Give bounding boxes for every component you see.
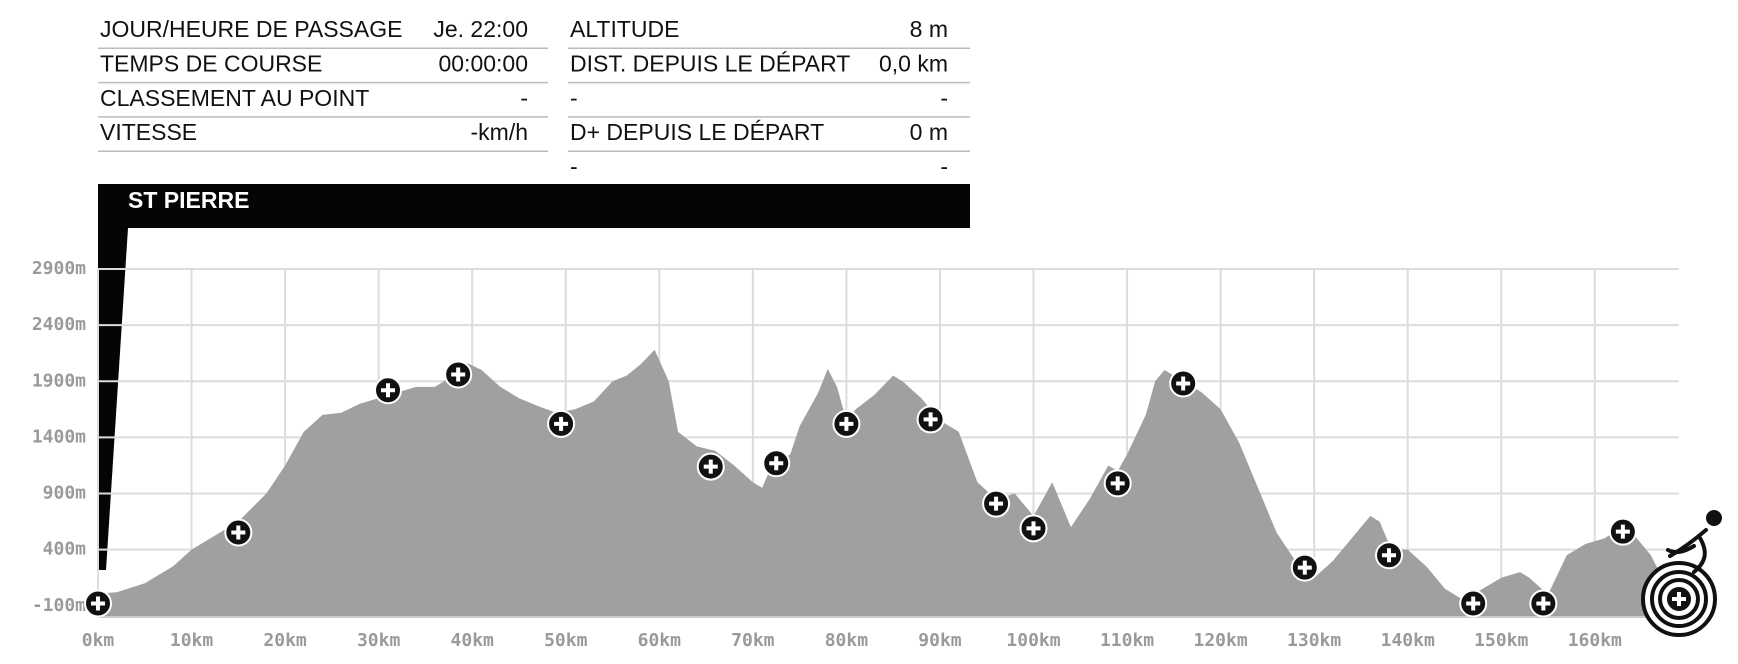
- checkpoint-plus: [451, 367, 466, 382]
- y-tick-label: 2900m: [32, 258, 86, 279]
- info-value: 0,0 km: [879, 51, 948, 77]
- x-tick-label: 160km: [1568, 630, 1622, 651]
- info-value: -km/h: [471, 119, 529, 145]
- finish-marker: [1641, 561, 1717, 638]
- x-tick-label: 150km: [1474, 630, 1528, 651]
- info-value: 00:00:00: [438, 51, 528, 77]
- x-tick-label: 30km: [357, 630, 401, 651]
- runner-icon: [1666, 510, 1722, 574]
- checkpoint: [916, 405, 945, 434]
- checkpoint-plus: [1297, 560, 1312, 575]
- location-banner: [98, 184, 970, 228]
- y-tick-label: 900m: [43, 483, 87, 504]
- info-label: TEMPS DE COURSE: [100, 51, 322, 77]
- checkpoint: [1103, 469, 1132, 498]
- checkpoint: [84, 589, 112, 618]
- x-tick-label: 20km: [263, 630, 307, 651]
- checkpoint-plus: [1615, 524, 1630, 539]
- checkpoint-plus: [1536, 596, 1551, 611]
- checkpoint-plus: [923, 412, 938, 427]
- info-value: -: [940, 153, 948, 179]
- info-value: -: [940, 85, 948, 111]
- checkpoint-plus: [1026, 521, 1041, 536]
- y-tick-label: 1400m: [32, 426, 86, 447]
- x-tick-label: 100km: [1006, 630, 1060, 651]
- checkpoint-plus: [554, 416, 569, 431]
- info-label: DIST. DEPUIS LE DÉPART: [570, 51, 850, 77]
- checkpoint-plus: [231, 525, 246, 540]
- plot: [84, 349, 1717, 638]
- info-value: Je. 22:00: [433, 16, 528, 42]
- checkpoint-plus: [1466, 596, 1481, 611]
- checkpoint-plus: [839, 416, 854, 431]
- y-tick-label: 1900m: [32, 370, 86, 391]
- x-tick-label: 50km: [544, 630, 588, 651]
- x-tick-label: 110km: [1100, 630, 1154, 651]
- checkpoint-plus: [1672, 592, 1686, 607]
- y-tick-label: -100m: [32, 595, 86, 616]
- checkpoint: [1529, 589, 1558, 618]
- x-tick-label: 120km: [1194, 630, 1248, 651]
- info-label: ALTITUDE: [570, 16, 679, 42]
- x-tick-label: 90km: [918, 630, 962, 651]
- info-value: -: [520, 85, 528, 111]
- info-label: CLASSEMENT AU POINT: [100, 85, 369, 111]
- checkpoint: [547, 409, 576, 438]
- info-value: 8 m: [910, 16, 948, 42]
- checkpoint: [444, 360, 473, 389]
- elevation-area: [98, 349, 1679, 617]
- checkpoint: [1608, 517, 1637, 546]
- x-tick-label: 40km: [451, 630, 495, 651]
- checkpoint-plus: [989, 496, 1004, 511]
- location-name: ST PIERRE: [128, 187, 249, 213]
- x-tick-label: 80km: [825, 630, 869, 651]
- checkpoint: [1169, 369, 1198, 398]
- checkpoint-plus: [703, 459, 718, 474]
- checkpoint-plus: [381, 383, 396, 398]
- checkpoint: [832, 409, 861, 438]
- info-label: -: [570, 153, 578, 179]
- info-label: VITESSE: [100, 119, 197, 145]
- info-label: -: [570, 85, 578, 111]
- info-panel: JOUR/HEURE DE PASSAGE Je. 22:00 TEMPS DE C…: [98, 16, 970, 179]
- x-tick-label: 130km: [1287, 630, 1341, 651]
- location-pointer: [98, 190, 128, 570]
- checkpoint: [224, 518, 253, 547]
- checkpoint: [1290, 553, 1319, 582]
- x-tick-label: 10km: [170, 630, 214, 651]
- info-label: JOUR/HEURE DE PASSAGE: [100, 16, 402, 42]
- info-value: 0 m: [910, 119, 948, 145]
- checkpoint: [696, 452, 725, 481]
- checkpoint: [982, 489, 1011, 518]
- checkpoint-plus: [1176, 376, 1191, 391]
- y-tick-label: 400m: [43, 539, 87, 560]
- x-tick-label: 70km: [731, 630, 775, 651]
- checkpoint-plus: [1381, 548, 1396, 563]
- checkpoint: [1019, 514, 1048, 543]
- checkpoint: [374, 376, 403, 405]
- checkpoint: [762, 449, 791, 478]
- y-tick-label: 2400m: [32, 314, 86, 335]
- checkpoint: [1459, 589, 1488, 618]
- checkpoint-plus: [769, 456, 784, 471]
- checkpoint-plus: [91, 596, 105, 611]
- checkpoint: [1374, 541, 1403, 570]
- info-label: D+ DEPUIS LE DÉPART: [570, 119, 824, 145]
- x-tick-label: 60km: [638, 630, 682, 651]
- x-tick-label: 0km: [82, 630, 115, 651]
- checkpoint-plus: [1110, 476, 1125, 491]
- x-tick-label: 140km: [1381, 630, 1435, 651]
